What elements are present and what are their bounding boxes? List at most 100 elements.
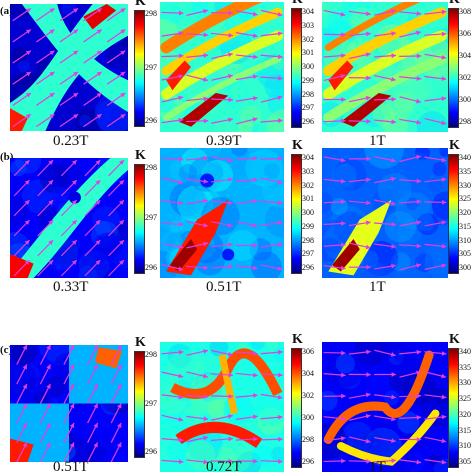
field-arrow [108,159,125,177]
colorbar [291,348,302,468]
field-arrow [210,393,234,399]
field-arrow [39,403,51,424]
heatmap-svg [10,158,128,278]
field-arrow [39,364,51,385]
field-arrow [424,31,447,37]
field-arrow [348,372,371,377]
field-arrow [60,239,78,257]
field-arrow [60,159,78,177]
field-label: 0.23T [53,133,89,149]
field-arrow [186,53,209,58]
field-arrow [399,76,422,81]
texture-blob [414,253,434,273]
texture-blob [217,438,253,472]
colorbar-tick-label: 301 [302,194,314,204]
field-arrow [35,71,55,85]
field-arrow [235,32,258,38]
texture-blob [265,174,280,189]
field-arrow [161,394,184,400]
texture-blob [390,252,411,272]
field-arrow [399,393,422,399]
field-arrow [84,159,101,177]
colorbar [448,154,459,274]
texture-blob [384,211,416,243]
field-arrow [260,372,283,378]
heatmap-panel [10,345,128,462]
texture-blob [167,343,193,369]
field-arrow [63,403,75,424]
texture-blob [43,185,69,211]
texture-blob [434,456,448,470]
texture-blob [160,391,189,422]
field-arrow [373,372,397,377]
colorbar-unit: K [449,138,460,153]
field-arrow [16,383,28,404]
texture-blob [107,249,128,278]
field-arrow [211,156,233,163]
heatmap-svg [10,4,128,131]
field-arrow [323,350,346,356]
texture-blob [328,148,341,156]
colorbar-tick-label: 300 [302,62,314,71]
field-arrow [260,54,283,60]
texture-blob [428,198,448,226]
colorbar-tick-label: 304 [459,51,471,60]
colorbar-tick-label: 296 [145,263,157,272]
field-arrow [399,154,422,163]
field-arrow [348,177,371,183]
field-arrow [424,117,447,126]
field-arrow [235,96,258,102]
field-arrow [210,200,234,206]
texture-blob [250,342,266,350]
texture-blob [43,345,71,370]
texture-blob [254,390,284,426]
field-arrow [110,403,122,424]
field-arrow [63,422,75,443]
field-arrow [399,459,422,465]
texture-blob [47,345,76,367]
field-arrow [323,156,346,163]
field-arrow [186,394,209,399]
field-arrow [186,349,209,356]
colorbar-tick-label: 330 [459,180,471,190]
field-arrow [399,263,422,271]
field-arrow [16,345,28,365]
field-arrow [323,436,346,442]
texture-blob [362,240,399,277]
texture-blob [21,179,56,214]
field-arrow [348,436,371,444]
field-arrow [235,220,258,228]
field-arrow [108,179,125,197]
field-arrow [186,435,209,443]
texture-blob [264,74,284,99]
hot-spot [166,60,191,91]
field-arrow [210,372,234,378]
field-arrow [12,71,32,85]
texture-blob [368,241,396,269]
texture-blob [78,249,110,278]
field-arrow [106,50,126,64]
field-arrow [60,179,78,197]
field-arrow [13,219,30,237]
texture-blob [83,441,106,462]
texture-blob [267,86,284,118]
field-label: 1T [369,459,386,475]
colorbar-tick-label: 335 [459,362,471,372]
field-label: 0.51T [53,459,89,475]
field-arrow [161,117,184,124]
field-arrow [424,199,447,205]
texture-blob [227,448,264,472]
heatmap-svg [322,2,448,132]
field-arrow [399,220,422,227]
field-arrow [87,383,99,404]
colorbar-unit: K [135,335,146,350]
field-arrow [87,422,99,443]
hot-streak [161,7,283,76]
field-arrow [83,29,103,43]
texture-blob [404,452,425,472]
texture-blob [169,158,193,182]
texture-blob [326,445,343,462]
field-label: 1T [369,279,386,295]
texture-blob [338,366,361,390]
texture-blob [257,407,284,435]
